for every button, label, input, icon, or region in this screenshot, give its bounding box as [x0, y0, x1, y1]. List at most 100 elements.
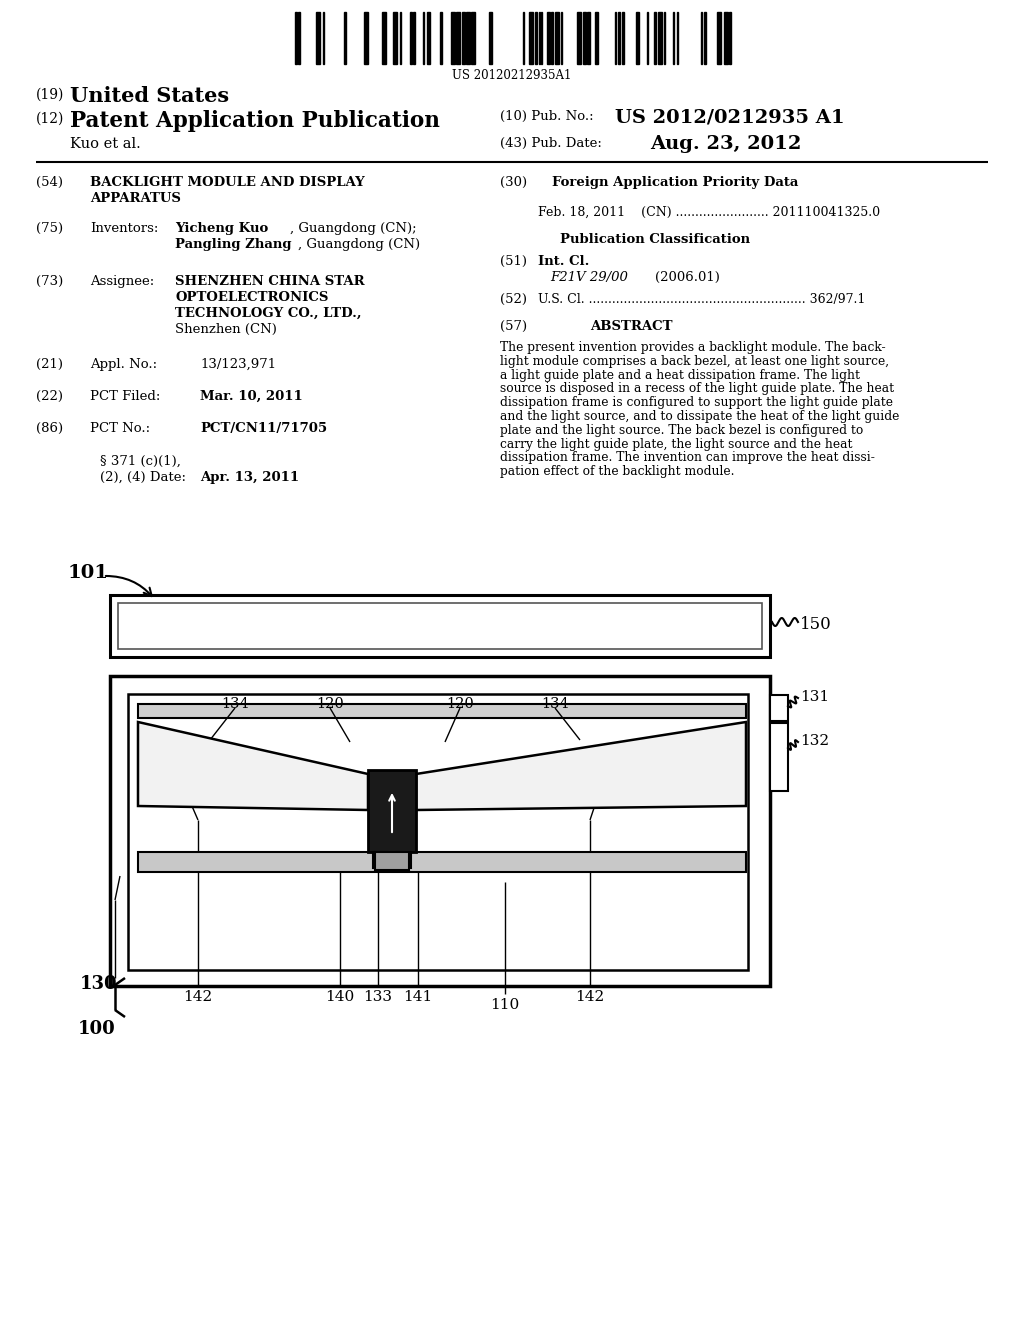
Bar — [618, 12, 620, 63]
Text: APPARATUS: APPARATUS — [90, 191, 181, 205]
Text: Mar. 10, 2011: Mar. 10, 2011 — [200, 389, 303, 403]
Text: Yicheng Kuo: Yicheng Kuo — [175, 222, 268, 235]
Text: 141: 141 — [403, 990, 432, 1005]
Bar — [382, 12, 386, 63]
Text: 131: 131 — [800, 690, 829, 704]
Text: OPTOELECTRONICS: OPTOELECTRONICS — [175, 290, 329, 304]
Text: US 2012/0212935 A1: US 2012/0212935 A1 — [615, 108, 845, 125]
Bar — [489, 12, 492, 63]
Bar — [364, 12, 368, 63]
Bar — [717, 12, 721, 63]
Bar — [138, 704, 746, 718]
Bar — [466, 12, 470, 63]
Bar — [393, 12, 397, 63]
Text: 101: 101 — [68, 564, 109, 582]
Polygon shape — [416, 722, 746, 810]
Text: 134: 134 — [541, 697, 569, 711]
Text: (2006.01): (2006.01) — [655, 271, 720, 284]
Text: 140: 140 — [326, 990, 354, 1005]
Text: (19): (19) — [36, 88, 65, 102]
Text: (57): (57) — [500, 319, 527, 333]
Text: Int. Cl.: Int. Cl. — [538, 255, 590, 268]
Text: Pangling Zhang: Pangling Zhang — [175, 238, 292, 251]
Text: SHENZHEN CHINA STAR: SHENZHEN CHINA STAR — [175, 275, 365, 288]
Text: Patent Application Publication: Patent Application Publication — [70, 110, 440, 132]
Bar — [344, 12, 346, 63]
Text: (73): (73) — [36, 275, 63, 288]
Bar — [110, 676, 770, 986]
Text: (43) Pub. Date:: (43) Pub. Date: — [500, 137, 602, 150]
Text: (12): (12) — [36, 112, 65, 125]
Text: a light guide plate and a heat dissipation frame. The light: a light guide plate and a heat dissipati… — [500, 368, 860, 381]
Bar — [636, 12, 639, 63]
Text: 133: 133 — [364, 990, 392, 1005]
Text: ABSTRACT: ABSTRACT — [590, 319, 673, 333]
Bar — [138, 851, 746, 873]
Text: source is disposed in a recess of the light guide plate. The heat: source is disposed in a recess of the li… — [500, 383, 894, 396]
Bar — [451, 12, 455, 63]
Text: plate and the light source. The back bezel is configured to: plate and the light source. The back bez… — [500, 424, 863, 437]
Text: F21V 29/00: F21V 29/00 — [550, 271, 628, 284]
Bar — [471, 12, 475, 63]
Text: and the light source, and to dissipate the heat of the light guide: and the light source, and to dissipate t… — [500, 411, 899, 422]
Text: 100: 100 — [78, 1020, 116, 1038]
Bar — [547, 12, 550, 63]
Text: (21): (21) — [36, 358, 63, 371]
Text: PCT No.:: PCT No.: — [90, 422, 151, 436]
Text: (86): (86) — [36, 422, 63, 436]
Text: Apr. 13, 2011: Apr. 13, 2011 — [200, 471, 299, 484]
Bar — [658, 12, 662, 63]
Text: US 20120212935A1: US 20120212935A1 — [453, 69, 571, 82]
Text: (51): (51) — [500, 255, 527, 268]
Text: PCT/CN11/71705: PCT/CN11/71705 — [200, 422, 327, 436]
Bar — [427, 12, 430, 63]
Text: (30): (30) — [500, 176, 527, 189]
Bar — [375, 851, 409, 870]
Bar — [462, 12, 465, 63]
FancyArrowPatch shape — [105, 576, 152, 597]
Text: The present invention provides a backlight module. The back-: The present invention provides a backlig… — [500, 341, 886, 354]
Text: 150: 150 — [800, 616, 831, 634]
Text: Assignee:: Assignee: — [90, 275, 155, 288]
Text: (52): (52) — [500, 293, 527, 306]
Text: Publication Classification: Publication Classification — [560, 234, 751, 246]
Text: United States: United States — [70, 86, 229, 106]
Text: light module comprises a back bezel, at least one light source,: light module comprises a back bezel, at … — [500, 355, 889, 368]
Text: Feb. 18, 2011    (CN) ........................ 201110041325.0: Feb. 18, 2011 (CN) .....................… — [538, 206, 880, 219]
Bar — [397, 851, 411, 869]
Bar — [413, 12, 415, 63]
Text: Kuo et al.: Kuo et al. — [70, 137, 140, 150]
Text: (75): (75) — [36, 222, 63, 235]
Text: 142: 142 — [575, 990, 604, 1005]
Bar — [577, 12, 581, 63]
Text: Appl. No.:: Appl. No.: — [90, 358, 157, 371]
Text: (10) Pub. No.:: (10) Pub. No.: — [500, 110, 594, 123]
Text: dissipation frame. The invention can improve the heat dissi-: dissipation frame. The invention can imp… — [500, 451, 874, 465]
Text: Shenzhen (CN): Shenzhen (CN) — [175, 323, 276, 337]
Bar — [770, 696, 788, 721]
Bar — [551, 12, 553, 63]
Text: 13/123,971: 13/123,971 — [200, 358, 276, 371]
Bar — [110, 595, 770, 657]
Polygon shape — [138, 722, 368, 810]
Bar — [368, 770, 416, 851]
Text: U.S. Cl. ........................................................ 362/97.1: U.S. Cl. ...............................… — [538, 293, 865, 306]
Text: pation effect of the backlight module.: pation effect of the backlight module. — [500, 465, 734, 478]
Bar — [724, 12, 728, 63]
Text: (2), (4) Date:: (2), (4) Date: — [100, 471, 186, 484]
Text: 120: 120 — [446, 697, 474, 711]
Text: 132: 132 — [800, 734, 829, 748]
Text: dissipation frame is configured to support the light guide plate: dissipation frame is configured to suppo… — [500, 396, 893, 409]
Text: , Guangdong (CN): , Guangdong (CN) — [298, 238, 420, 251]
Text: § 371 (c)(1),: § 371 (c)(1), — [100, 455, 181, 469]
Text: Aug. 23, 2012: Aug. 23, 2012 — [650, 135, 802, 153]
Bar — [316, 12, 319, 63]
Bar — [705, 12, 706, 63]
Bar — [118, 603, 762, 649]
Bar — [529, 12, 534, 63]
Bar — [295, 12, 297, 63]
Text: Foreign Application Priority Data: Foreign Application Priority Data — [552, 176, 799, 189]
Bar — [555, 12, 559, 63]
Bar — [410, 12, 412, 63]
Text: , Guangdong (CN);: , Guangdong (CN); — [290, 222, 417, 235]
